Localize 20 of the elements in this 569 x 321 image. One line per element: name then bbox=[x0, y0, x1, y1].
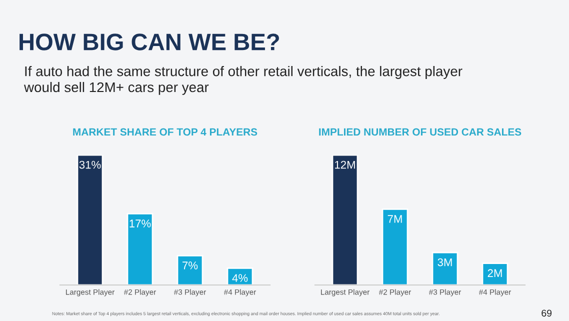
data-label: 3M bbox=[438, 258, 452, 266]
text: If auto had the same structure of other retail verticals, the largest player would sell 12M+ cars per year bbox=[24, 66, 462, 95]
data-label: 2M bbox=[488, 269, 502, 277]
bar bbox=[126, 213, 154, 285]
bar bbox=[432, 252, 458, 285]
data-label: 7M bbox=[388, 215, 402, 223]
data-label: 4% bbox=[232, 274, 248, 282]
bar bbox=[332, 155, 358, 285]
text: HOW BIG CAN WE BE? bbox=[20, 34, 279, 50]
data-label: 31% bbox=[79, 160, 101, 169]
bar bbox=[176, 254, 204, 285]
bar bbox=[382, 208, 408, 285]
bar bbox=[482, 262, 508, 285]
text: 69 bbox=[542, 310, 552, 317]
data-label: 17% bbox=[130, 220, 151, 228]
chart-title: IMPLIED NUMBER OF USED CAR SALES bbox=[319, 128, 522, 136]
bar bbox=[76, 155, 104, 285]
chart-title: MARKET SHARE OF TOP 4 PLAYERS bbox=[73, 128, 258, 136]
data-label: 7% bbox=[182, 262, 198, 270]
data-label: 12M bbox=[335, 160, 355, 169]
